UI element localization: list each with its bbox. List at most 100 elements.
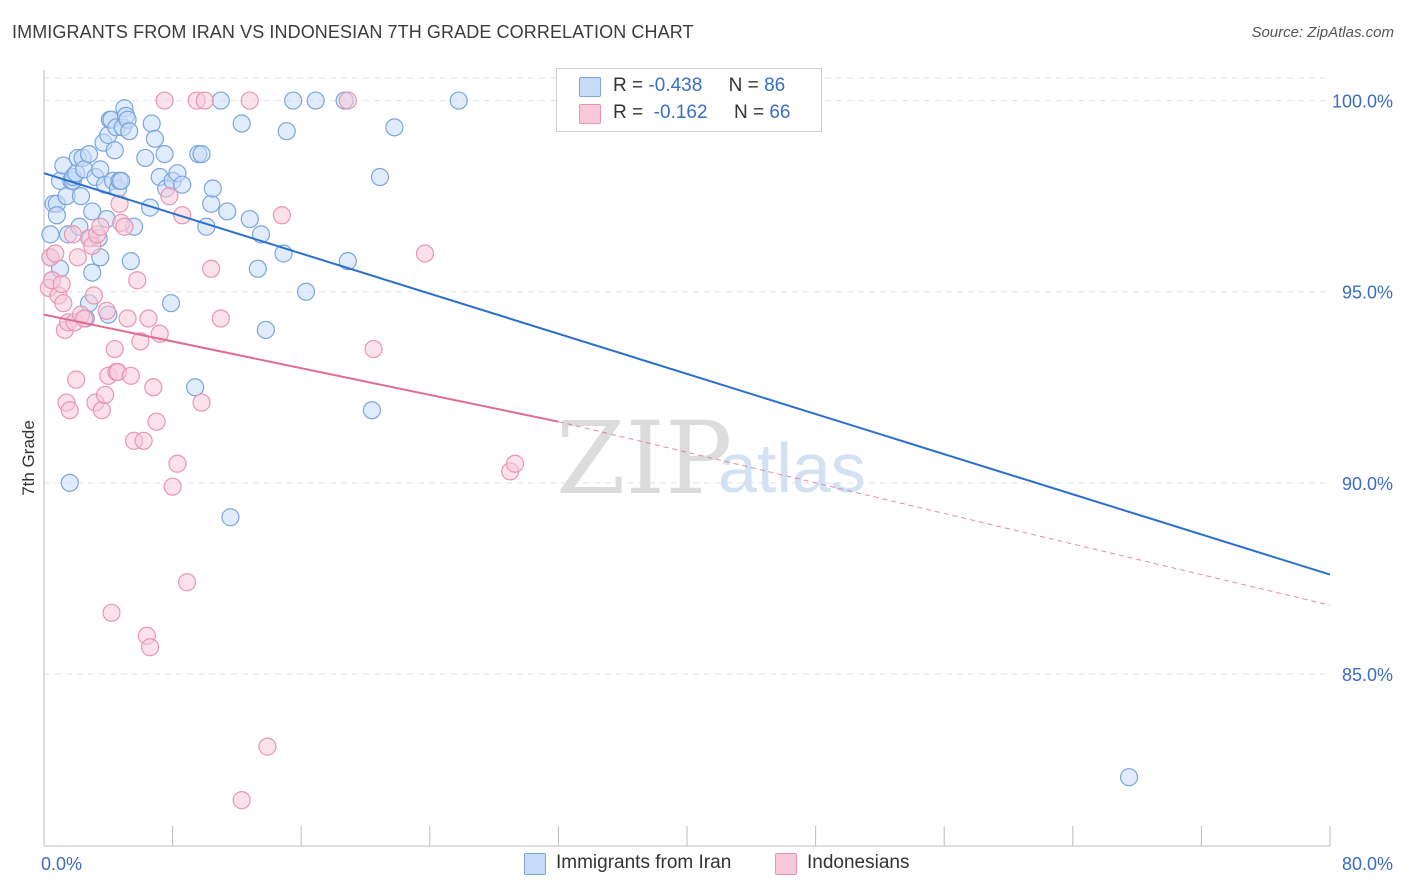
gridlines [44, 77, 1330, 675]
indonesian-point [160, 187, 179, 206]
iran-point [256, 320, 275, 340]
indonesian-point [364, 339, 383, 359]
iran-point [145, 129, 165, 148]
iran-point [142, 114, 161, 133]
series-name-iran: Immigrants from Iran [556, 852, 732, 873]
iran-point [248, 259, 267, 278]
chart-title: IMMIGRANTS FROM IRAN VS INDONESIAN 7TH G… [12, 22, 694, 42]
indonesian-point [92, 401, 111, 420]
iran-point [140, 198, 160, 217]
indonesian-point [68, 248, 87, 267]
indonesian-point [272, 206, 292, 225]
iran-point [112, 171, 131, 190]
watermark-atlas: atlas [718, 429, 866, 507]
y-axis-label: 7th Grade [19, 420, 38, 496]
iran-point [186, 378, 205, 397]
legend-r-label: R = [613, 102, 644, 123]
indonesian-point [232, 791, 251, 810]
indonesian-point [115, 217, 134, 236]
iran-point [296, 282, 316, 301]
indonesian-point [128, 271, 147, 290]
indonesian-point [168, 454, 187, 473]
iran-point [192, 144, 211, 164]
iran-point [277, 122, 296, 141]
iran-point [449, 91, 468, 110]
indonesian-point [338, 91, 357, 110]
indonesian-point [67, 370, 86, 389]
iran-point [136, 148, 155, 168]
iran-point [83, 263, 102, 282]
iran-point [221, 508, 240, 527]
x-tick-label: 0.0% [41, 854, 82, 874]
watermark: ZIP atlas [556, 400, 866, 517]
indonesian-point [144, 378, 163, 397]
iran-point [60, 473, 79, 492]
y-tick-label: 85.0% [1342, 665, 1393, 685]
y-tick-label: 100.0% [1332, 92, 1393, 112]
watermark-zip: ZIP [556, 400, 732, 517]
indonesian-point [118, 309, 137, 328]
iran-point [338, 252, 357, 271]
y-tick-label: 95.0% [1342, 283, 1393, 303]
iran-point [362, 401, 382, 420]
y-tick-label: 90.0% [1342, 474, 1393, 494]
correlation-legend: R = -0.438 N = 86 R = -0.162 N = 66 [556, 68, 822, 132]
legend-swatch-indonesians [579, 104, 601, 124]
indonesian-point [91, 217, 110, 236]
indonesian-point [52, 274, 71, 294]
iran-point [155, 144, 174, 164]
indonesian-point [54, 294, 73, 313]
legend-n-value: 66 [769, 102, 791, 123]
source-credit: Source: ZipAtlas.com [1251, 24, 1394, 41]
data-points [39, 91, 1139, 810]
iran-point [47, 206, 66, 225]
indonesian-point [155, 91, 174, 110]
indonesian-point [195, 91, 214, 110]
indonesian-point [177, 573, 197, 592]
indonesian-point [131, 332, 150, 351]
iran-point [240, 209, 259, 229]
legend-n-label: N = [733, 102, 765, 123]
indonesian-point [505, 454, 525, 473]
iran-point [41, 225, 60, 244]
indonesian-point [192, 393, 211, 412]
trend-lines [43, 172, 1331, 606]
iran-point [173, 175, 192, 194]
axis-labels: 100.0% 95.0% 90.0% 85.0% 0.0% 80.0% 7th Grade [19, 92, 1393, 874]
indonesian-point [211, 309, 230, 328]
indonesian-point [173, 206, 192, 225]
legend-r-value: -0.438 [648, 75, 703, 96]
indonesian-point [63, 225, 83, 244]
iran-point [121, 252, 140, 271]
x-tick-label: 80.0% [1342, 854, 1393, 874]
indonesian-point [415, 244, 435, 263]
iran-point [1119, 768, 1139, 787]
indonesian-point [140, 638, 160, 657]
iran-point [284, 91, 303, 110]
indonesian-point [102, 603, 121, 622]
series-swatch-iran [524, 853, 546, 875]
iran-point [71, 187, 91, 206]
indonesian-point [147, 412, 166, 431]
axes [43, 70, 1331, 847]
indonesian-point [134, 431, 153, 450]
indonesian-point [163, 477, 182, 496]
legend-r-value: -0.162 [653, 102, 708, 123]
indonesian-point [105, 339, 124, 359]
indonesian-point [258, 737, 277, 756]
indonesian-point [121, 366, 140, 385]
legend-n-value: 86 [764, 75, 786, 96]
iran-point [161, 294, 181, 313]
indonesian-point [84, 286, 103, 305]
indonesian-point [46, 244, 65, 263]
iran-point [79, 144, 99, 164]
indonesian-point [60, 401, 79, 420]
iran-point [211, 91, 230, 110]
iran-point [232, 114, 251, 133]
indonesian-point [240, 91, 259, 110]
series-swatch-indonesians [775, 853, 797, 875]
iran-point [83, 202, 102, 221]
legend-n-label: N = [728, 75, 759, 96]
iran-point [202, 194, 221, 213]
iran-point [105, 141, 124, 160]
